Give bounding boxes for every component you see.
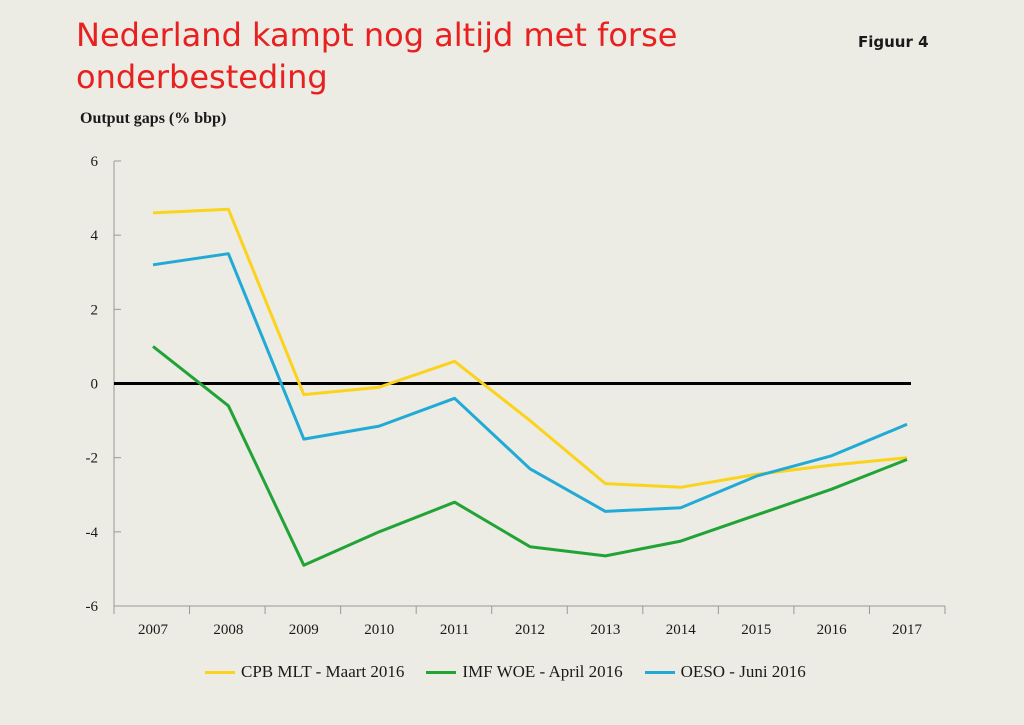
y-axis-label: Output gaps (% bbp) xyxy=(80,110,227,127)
series-line-1 xyxy=(152,207,908,489)
y-tick-label: 2 xyxy=(91,302,99,318)
legend-item: IMF WOE - April 2016 xyxy=(426,662,623,682)
chart-title: Nederland kampt nog altijd met forse ond… xyxy=(76,16,678,96)
y-tick-label: -4 xyxy=(86,525,99,541)
x-tick-label: 2010 xyxy=(364,622,394,638)
legend-swatch xyxy=(426,670,457,674)
legend-label: CPB MLT - Maart 2016 xyxy=(241,662,405,681)
series-line-2 xyxy=(152,345,908,567)
x-tick-label: 2015 xyxy=(741,622,771,638)
y-tick-label: 4 xyxy=(91,228,99,244)
series-lines xyxy=(152,207,908,567)
y-tick-label: 6 xyxy=(91,154,99,170)
x-tick-label: 2008 xyxy=(213,622,243,638)
x-tick-label: 2011 xyxy=(440,622,469,638)
x-tick-label: 2009 xyxy=(289,622,319,638)
legend-item: OESO - Juni 2016 xyxy=(644,662,806,682)
x-tick-label: 2007 xyxy=(138,622,169,638)
x-tick-label: 2013 xyxy=(590,622,620,638)
y-tick-label: -2 xyxy=(86,451,99,467)
x-tick-label: 2012 xyxy=(515,622,545,638)
legend-label: IMF WOE - April 2016 xyxy=(462,662,623,681)
legend: CPB MLT - Maart 2016 IMF WOE - April 2016… xyxy=(205,662,845,682)
axes: 6 4 2 0 -2 -4 -6 2007 2008 2009 2010 2011 2012 2013 20… xyxy=(86,154,946,638)
x-tick-label: 2017 xyxy=(892,622,923,638)
figure-label: Figuur 4 xyxy=(858,33,929,51)
legend-swatch xyxy=(644,670,675,674)
y-tick-label: 0 xyxy=(91,377,99,393)
y-tick-label: -6 xyxy=(86,599,99,615)
legend-swatch xyxy=(205,670,235,674)
series-line-3 xyxy=(152,252,908,513)
x-tick-label: 2016 xyxy=(817,622,848,638)
x-tick-label: 2014 xyxy=(666,622,697,638)
legend-label: OESO - Juni 2016 xyxy=(680,662,806,681)
legend-item: CPB MLT - Maart 2016 xyxy=(205,662,404,682)
